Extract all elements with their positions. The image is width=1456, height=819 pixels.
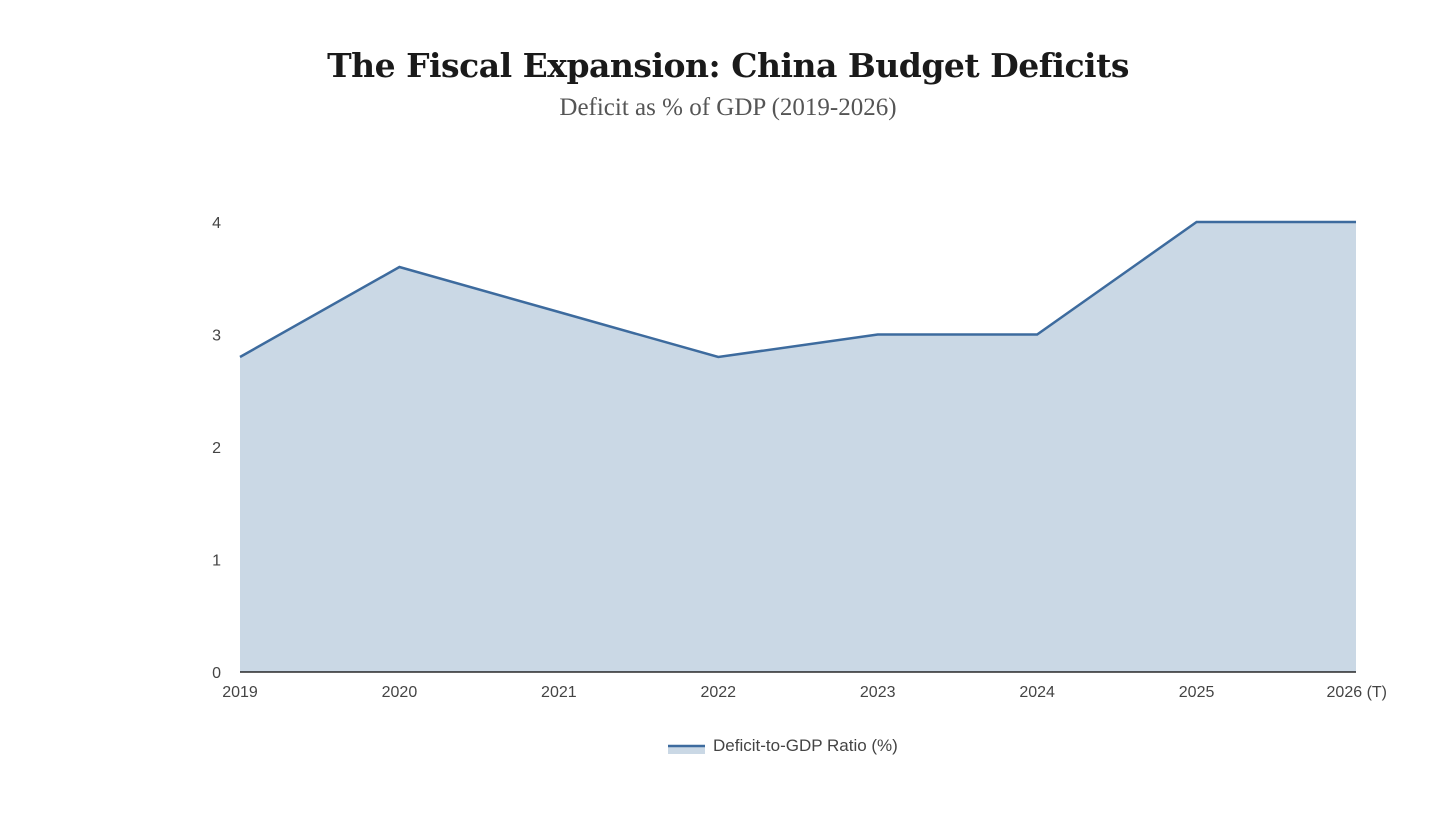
y-tick-label: 3 [212, 328, 221, 345]
x-tick-label: 2024 [1019, 684, 1055, 701]
x-tick-label: 2026 (T) [1327, 684, 1387, 701]
y-axis-ticks: 0 1 2 3 4 [212, 215, 221, 682]
x-tick-label: 2023 [860, 684, 896, 701]
x-tick-label: 2025 [1179, 684, 1215, 701]
x-tick-label: 2021 [541, 684, 577, 701]
y-tick-label: 0 [212, 665, 221, 682]
chart-title: The Fiscal Expansion: China Budget Defic… [327, 46, 1129, 85]
chart-subtitle: Deficit as % of GDP (2019-2026) [559, 94, 897, 121]
y-tick-label: 4 [212, 215, 221, 232]
y-tick-label: 2 [212, 440, 221, 457]
series-line [239, 220, 1356, 359]
x-tick-label: 2019 [222, 684, 258, 701]
x-tick-label: 2020 [382, 684, 418, 701]
legend-swatch-fill [668, 746, 705, 754]
x-tick-label: 2022 [700, 684, 736, 701]
legend-label: Deficit-to-GDP Ratio (%) [713, 736, 898, 755]
series-area-fill [240, 222, 1356, 672]
x-axis-ticks: 2019 2020 2021 2022 2023 2024 2025 2026 (T) [222, 684, 1387, 701]
legend: Deficit-to-GDP Ratio (%) [668, 736, 898, 755]
y-tick-label: 1 [212, 553, 221, 570]
area-layer [239, 220, 1357, 673]
